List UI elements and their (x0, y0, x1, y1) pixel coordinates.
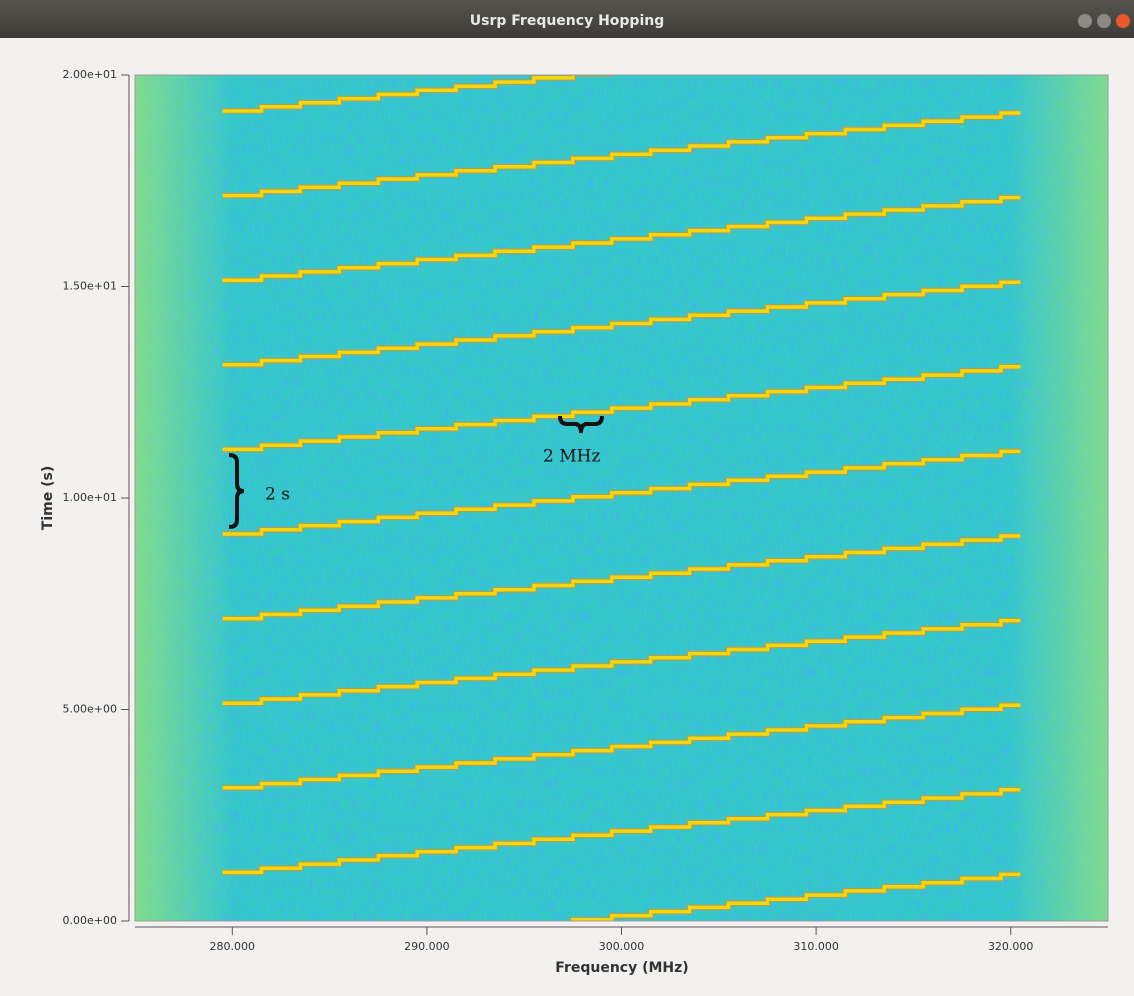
y-tick-label: 2.00e+01 (63, 68, 117, 81)
y-tick-label: 1.50e+01 (63, 280, 117, 293)
x-tick-label: 280.000 (210, 940, 256, 953)
y-tick-label: 0.00e+00 (63, 914, 117, 927)
x-tick-label: 310.000 (793, 940, 839, 953)
x-tick-label: 290.000 (404, 940, 450, 953)
window: Usrp Frequency Hopping Time (s) Frequenc… (0, 0, 1134, 996)
y-tick-label: 5.00e+00 (63, 703, 117, 716)
maximize-button[interactable] (1097, 14, 1111, 28)
close-button[interactable] (1116, 14, 1130, 28)
minimize-button[interactable] (1078, 14, 1092, 28)
annotation: 2 MHz (543, 447, 600, 467)
y-tick-label: 1.00e+01 (63, 491, 117, 504)
x-tick-label: 300.000 (599, 940, 645, 953)
page: {"window": {"title": "Usrp Frequency Hop… (0, 0, 1134, 996)
window-title: Usrp Frequency Hopping (470, 13, 664, 29)
x-axis-label: Frequency (MHz) (555, 960, 688, 976)
annotation: 2 s (265, 485, 290, 505)
x-tick-label: 320.000 (988, 940, 1034, 953)
y-axis-label: Time (s) (40, 466, 56, 530)
